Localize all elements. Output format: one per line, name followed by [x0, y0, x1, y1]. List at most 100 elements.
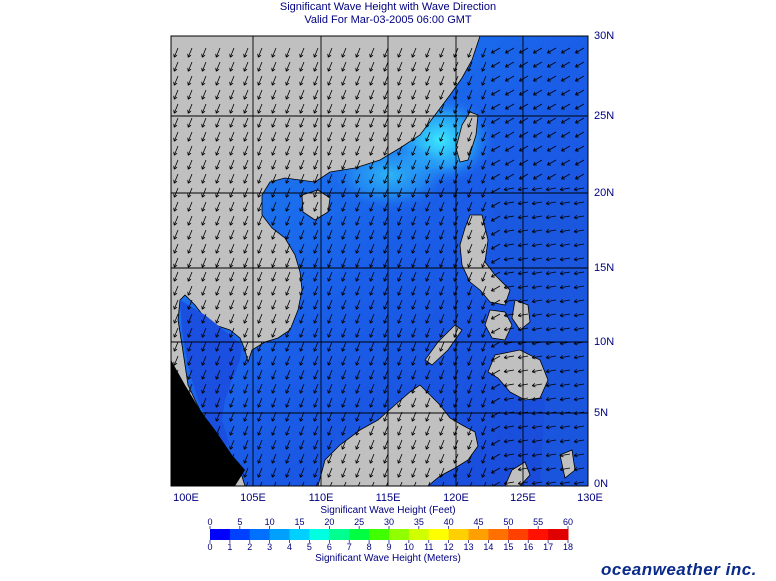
wave-arrow [285, 467, 291, 478]
wave-arrow [243, 117, 249, 128]
wave-arrow [299, 201, 305, 212]
wave-arrow [341, 201, 347, 212]
wave-arrow [518, 47, 529, 54]
wave-arrow [173, 61, 179, 72]
wave-arrow [383, 397, 389, 408]
wave-arrow [411, 75, 417, 86]
wave-arrow [173, 47, 179, 58]
wave-arrow [201, 397, 207, 408]
wave-arrow [271, 103, 277, 114]
wave-arrow [257, 383, 263, 394]
wave-arrow [397, 89, 403, 100]
wave-arrow [545, 285, 557, 290]
wave-arrow [327, 425, 333, 436]
wave-arrow [215, 215, 221, 226]
wave-arrow [327, 453, 333, 464]
wave-arrow [481, 61, 487, 72]
wave-arrow [467, 173, 473, 184]
wave-arrow [173, 397, 179, 408]
wave-arrow [243, 173, 249, 184]
wave-arrow [490, 313, 501, 320]
wave-arrow [187, 75, 193, 86]
wave-arrow [285, 159, 291, 170]
wave-arrow [503, 257, 515, 262]
wave-arrow [187, 61, 193, 72]
wave-arrow [504, 89, 515, 96]
wave-arrow [285, 439, 291, 450]
valid-time: Valid For Mar-03-2005 06:00 GMT [304, 14, 472, 26]
wave-arrow [573, 215, 585, 220]
wave-arrow [439, 215, 445, 226]
wave-arrow [201, 117, 207, 128]
wave-arrow [490, 201, 501, 208]
wave-arrow [504, 75, 515, 82]
wave-arrow [545, 201, 557, 206]
wave-arrow [355, 47, 361, 58]
legend-feet-tick-label: 25 [354, 517, 365, 527]
wave-arrow [425, 383, 431, 394]
wave-arrow [243, 327, 249, 338]
wave-arrow [425, 271, 431, 282]
legend-feet-tick-label: 10 [264, 517, 275, 527]
wave-arrow [481, 313, 487, 324]
wave-arrow [397, 229, 403, 240]
legend-feet-tick-label: 45 [473, 517, 484, 527]
wave-arrow [559, 299, 571, 304]
wave-arrow [383, 313, 389, 324]
legend-color-swatch [468, 529, 489, 540]
legend-meter-tick-label: 9 [386, 542, 392, 552]
wave-arrow [187, 229, 193, 240]
wave-arrow [271, 313, 277, 324]
wave-arrow [455, 481, 459, 486]
wave-arrow [467, 257, 473, 268]
wave-arrow [411, 117, 417, 128]
wave-arrow [518, 131, 529, 138]
wave-arrow [573, 481, 585, 486]
wave-arrow [467, 397, 473, 408]
wave-arrow [397, 467, 403, 478]
wave-arrow [503, 201, 515, 206]
wave-arrow [285, 75, 291, 86]
wave-arrow [271, 117, 277, 128]
taiwan [455, 111, 479, 163]
legend-meter-tick-label: 11 [424, 542, 434, 552]
wave-arrow [341, 257, 347, 268]
legend-meter-tick-label: 3 [267, 542, 273, 552]
wave-arrow [229, 145, 235, 156]
wave-arrow [245, 481, 249, 486]
legend-color-swatch [389, 529, 410, 540]
wave-arrow [411, 215, 417, 226]
wave-arrow [383, 131, 389, 142]
wave-arrow [560, 117, 571, 124]
wave-arrow [271, 285, 277, 296]
legend-feet-tick-label: 15 [294, 517, 305, 527]
wave-arrow [383, 159, 389, 170]
wave-arrow [187, 145, 193, 156]
wave-arrow [313, 173, 319, 184]
wave-arrow [439, 131, 445, 142]
wave-arrow [285, 355, 291, 366]
wave-arrow [383, 201, 389, 212]
wave-arrow [355, 369, 361, 380]
wave-arrow [439, 89, 445, 100]
wave-arrow [425, 327, 431, 338]
wave-arrow [397, 215, 403, 226]
wave-arrow [215, 243, 221, 254]
wave-arrow [257, 327, 263, 338]
legend-color-swatch [448, 529, 470, 540]
wave-arrow [257, 299, 263, 310]
wave-arrow [173, 313, 179, 324]
wave-arrow [215, 145, 221, 156]
wave-arrow [215, 89, 221, 100]
wave-arrow [173, 341, 179, 352]
wave-arrow [257, 89, 263, 100]
wave-arrow [201, 327, 207, 338]
wave-arrow [243, 355, 249, 366]
wave-arrow [341, 173, 347, 184]
wave-arrow [545, 229, 557, 234]
wave-arrow [355, 425, 361, 436]
wave-arrow [481, 47, 487, 58]
wave-arrow [313, 467, 319, 478]
wave-arrow [257, 467, 263, 478]
wave-arrow [545, 313, 557, 318]
